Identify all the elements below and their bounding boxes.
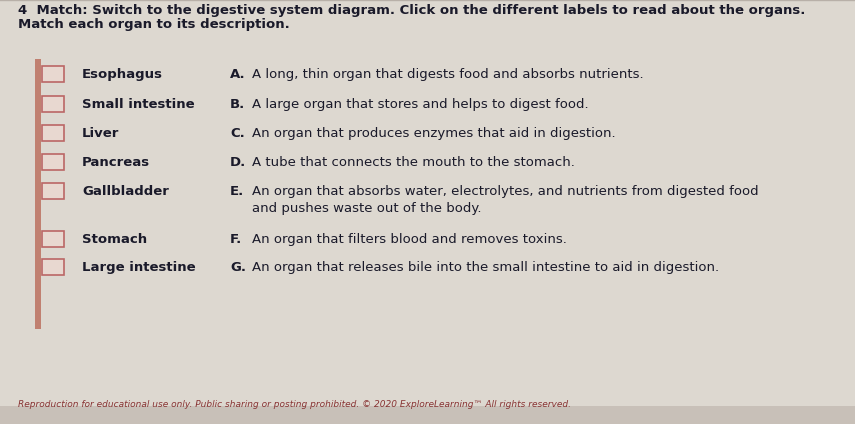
Text: F.: F. <box>230 233 242 246</box>
Text: B.: B. <box>230 98 245 111</box>
Text: An organ that absorbs water, electrolytes, and nutrients from digested food
and : An organ that absorbs water, electrolyte… <box>252 185 758 215</box>
Text: A long, thin organ that digests food and absorbs nutrients.: A long, thin organ that digests food and… <box>252 68 644 81</box>
Bar <box>42 66 64 82</box>
Bar <box>42 125 64 141</box>
Bar <box>42 259 64 275</box>
Text: A tube that connects the mouth to the stomach.: A tube that connects the mouth to the st… <box>252 156 575 169</box>
Text: A.: A. <box>230 68 245 81</box>
Text: An organ that filters blood and removes toxins.: An organ that filters blood and removes … <box>252 233 567 246</box>
Text: Gallbladder: Gallbladder <box>82 185 169 198</box>
Text: D.: D. <box>230 156 246 169</box>
Text: An organ that releases bile into the small intestine to aid in digestion.: An organ that releases bile into the sma… <box>252 261 719 274</box>
Text: Small intestine: Small intestine <box>82 98 195 111</box>
Text: Liver: Liver <box>82 127 120 140</box>
Text: Pancreas: Pancreas <box>82 156 150 169</box>
Text: Match each organ to its description.: Match each organ to its description. <box>18 18 290 31</box>
Text: Stomach: Stomach <box>82 233 147 246</box>
Bar <box>42 154 64 170</box>
Bar <box>42 183 64 199</box>
Bar <box>0 0 855 54</box>
Text: C.: C. <box>230 127 245 140</box>
Bar <box>42 96 64 112</box>
Text: An organ that produces enzymes that aid in digestion.: An organ that produces enzymes that aid … <box>252 127 616 140</box>
Text: E.: E. <box>230 185 245 198</box>
Text: 4  Match: Switch to the digestive system diagram. Click on the different labels : 4 Match: Switch to the digestive system … <box>18 4 805 17</box>
Text: A large organ that stores and helps to digest food.: A large organ that stores and helps to d… <box>252 98 588 111</box>
Text: Large intestine: Large intestine <box>82 261 196 274</box>
Bar <box>35 59 41 329</box>
Bar <box>42 231 64 247</box>
Text: Reproduction for educational use only. Public sharing or posting prohibited. © 2: Reproduction for educational use only. P… <box>18 400 571 409</box>
Text: Esophagus: Esophagus <box>82 68 163 81</box>
Text: G.: G. <box>230 261 246 274</box>
